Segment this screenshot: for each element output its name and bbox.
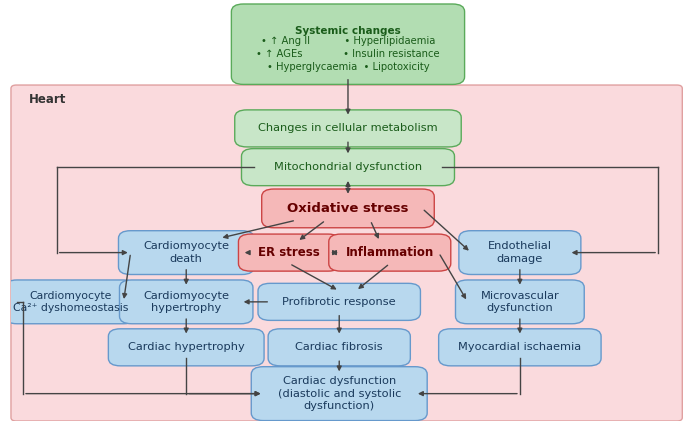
FancyBboxPatch shape xyxy=(108,329,264,366)
FancyBboxPatch shape xyxy=(268,329,410,366)
FancyBboxPatch shape xyxy=(258,283,421,320)
FancyBboxPatch shape xyxy=(456,280,584,324)
Text: ER stress: ER stress xyxy=(258,246,320,259)
Text: Mitochondrial dysfunction: Mitochondrial dysfunction xyxy=(274,162,422,172)
Text: Cardiac dysfunction
(diastolic and systolic
dysfunction): Cardiac dysfunction (diastolic and systo… xyxy=(277,376,401,411)
Text: Cardiomyocyte
death: Cardiomyocyte death xyxy=(143,241,229,264)
FancyBboxPatch shape xyxy=(238,234,340,271)
FancyBboxPatch shape xyxy=(11,85,682,421)
FancyBboxPatch shape xyxy=(5,280,136,324)
Text: Systemic changes: Systemic changes xyxy=(295,26,401,36)
Text: Microvascular
dysfunction: Microvascular dysfunction xyxy=(480,290,559,313)
Text: Cardiac fibrosis: Cardiac fibrosis xyxy=(295,342,383,352)
FancyBboxPatch shape xyxy=(242,149,454,186)
Text: Inflammation: Inflammation xyxy=(346,246,434,259)
FancyBboxPatch shape xyxy=(251,367,427,421)
FancyBboxPatch shape xyxy=(438,329,601,366)
Text: • ↑ Ang II           • Hyperlipidaemia
• ↑ AGEs             • Insulin resistance: • ↑ Ang II • Hyperlipidaemia • ↑ AGEs • … xyxy=(256,36,440,72)
FancyBboxPatch shape xyxy=(232,4,464,85)
Text: Myocardial ischaemia: Myocardial ischaemia xyxy=(458,342,582,352)
Text: Changes in cellular metabolism: Changes in cellular metabolism xyxy=(258,123,438,133)
FancyBboxPatch shape xyxy=(262,189,434,228)
FancyBboxPatch shape xyxy=(119,280,253,324)
FancyBboxPatch shape xyxy=(329,234,451,271)
FancyBboxPatch shape xyxy=(235,110,461,147)
Text: Cardiomyocyte
Ca²⁺ dyshomeostasis: Cardiomyocyte Ca²⁺ dyshomeostasis xyxy=(12,290,128,313)
FancyBboxPatch shape xyxy=(459,231,581,274)
Text: Heart: Heart xyxy=(29,93,66,106)
Text: Profibrotic response: Profibrotic response xyxy=(282,297,396,307)
FancyBboxPatch shape xyxy=(119,231,254,274)
Text: Cardiac hypertrophy: Cardiac hypertrophy xyxy=(128,342,245,352)
Text: Cardiomyocyte
hypertrophy: Cardiomyocyte hypertrophy xyxy=(143,290,229,313)
Text: Endothelial
damage: Endothelial damage xyxy=(488,241,552,264)
Text: Oxidative stress: Oxidative stress xyxy=(287,202,409,215)
